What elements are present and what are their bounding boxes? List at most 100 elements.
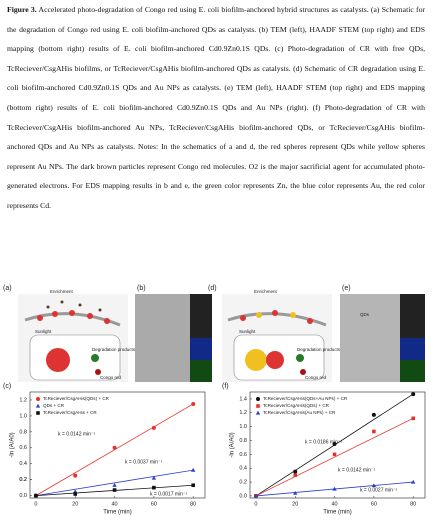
- x-tick-label: 20: [72, 501, 78, 507]
- eds-e1: [400, 338, 425, 360]
- y-tick-label: 1.2: [19, 397, 27, 403]
- au-spheres: [256, 312, 296, 318]
- y-tick-label: 0.6: [19, 445, 27, 451]
- plot-frame: [29, 391, 206, 499]
- panel-label: (d): [208, 285, 217, 292]
- fit-line: [255, 417, 414, 497]
- data-point: [411, 416, 416, 421]
- panel-text: QDs: [360, 312, 370, 317]
- data-point: [332, 441, 337, 446]
- caption-text: Accelerated photo-degradation of Congo r…: [7, 5, 425, 210]
- data-point: [332, 452, 337, 457]
- y-axis-label: -ln (A/A0): [10, 432, 16, 457]
- caption: Figure 3. Accelerated photo-degradation …: [7, 0, 425, 216]
- panel-text: Sunlight: [35, 329, 52, 334]
- data-point: [411, 392, 416, 397]
- y-tick-label: 0.8: [239, 438, 247, 444]
- x-tick-label: 20: [292, 501, 298, 507]
- x-tick-label: 40: [331, 501, 337, 507]
- data-point: [112, 483, 117, 487]
- panel-label: (c): [3, 383, 11, 390]
- x-tick-label: 40: [111, 501, 117, 507]
- y-tick-label: 0.2: [239, 480, 247, 486]
- caption-label: Figure 3.: [7, 5, 37, 14]
- data-point: [411, 479, 416, 484]
- panel-text: Congo red: [100, 375, 122, 380]
- stem-e: [400, 294, 425, 338]
- panel-text: Enrichment: [254, 289, 278, 294]
- data-point: [293, 469, 298, 474]
- annotation: k = 0.0017 min⁻¹: [150, 491, 188, 497]
- tem-e: [340, 294, 400, 382]
- zoom-box: [29, 334, 121, 381]
- legend-marker: [36, 411, 40, 415]
- legend-label: TcReciever/CsgAHis(QDs+Au NPs) + CR: [263, 396, 348, 401]
- legend-label: TcReciever/CsgAHis(QDs) + CR: [43, 396, 110, 401]
- legend-label: TcReciever/CsgAHis(QDs) + CR: [263, 403, 330, 408]
- annotation: k = 0.0186 min⁻¹: [305, 439, 343, 445]
- data-point: [253, 493, 259, 498]
- annotation: k = 0.0142 min⁻¹: [58, 431, 96, 437]
- cr-molecules: [46, 300, 102, 312]
- data-point: [73, 492, 78, 496]
- data-point: [151, 475, 157, 480]
- data-point: [332, 486, 337, 491]
- legend-marker: [256, 397, 260, 401]
- panel-label: (e): [342, 285, 351, 292]
- panel-text: Au: [404, 299, 410, 304]
- figure: (a) Enrichment Sunlight Degradation product…: [3, 285, 426, 516]
- annotation: k = 0.0027 min⁻¹: [360, 487, 398, 493]
- legend-marker: [35, 403, 41, 408]
- schematic-d: [222, 294, 332, 382]
- y-tick-label: 0.4: [19, 461, 27, 467]
- data-point: [34, 493, 38, 498]
- stem-b: [190, 294, 212, 338]
- y-tick-label: 0.0: [19, 493, 27, 499]
- qd-spheres: [37, 310, 110, 324]
- eds-b1: [190, 338, 212, 360]
- data-point: [191, 483, 196, 488]
- y-tick-label: 0.6: [239, 452, 247, 458]
- data-point: [371, 412, 376, 417]
- y-tick-label: 1.0: [19, 413, 27, 419]
- legend-label: QDs + CR: [43, 403, 65, 408]
- qd-zoom: [266, 351, 284, 369]
- panel-text: Congo red: [305, 375, 327, 380]
- x-tick-label: 60: [151, 501, 157, 507]
- legend-marker: [256, 404, 260, 408]
- eds-b2: [190, 360, 212, 382]
- data-point: [112, 445, 117, 450]
- x-axis-label: Time (min): [323, 510, 351, 516]
- panel-text: Degradation products: [92, 347, 136, 352]
- data-point: [73, 473, 78, 478]
- legend-label: TcReciever/CsgAHis + CR: [43, 410, 97, 415]
- eds-e2: [400, 360, 425, 382]
- legend-marker: [36, 397, 40, 401]
- data-point: [371, 483, 377, 488]
- plot-frame: [249, 391, 426, 499]
- legend-marker: [255, 410, 261, 415]
- data-point: [293, 473, 298, 477]
- qd-spheres: [240, 310, 313, 324]
- data-point: [372, 429, 376, 434]
- x-tick-label: 60: [371, 501, 377, 507]
- tem-b: [135, 294, 190, 382]
- y-tick-label: 1.4: [239, 396, 247, 402]
- data-point: [293, 490, 298, 495]
- data-point: [191, 467, 196, 472]
- product: [91, 354, 99, 362]
- data-point: [191, 401, 196, 406]
- panel-label: (a): [3, 285, 12, 292]
- y-tick-label: 0.0: [239, 493, 247, 499]
- y-tick-label: 0.2: [19, 477, 27, 483]
- panel-label: (f): [222, 383, 229, 390]
- data-point: [152, 485, 156, 490]
- annotation: k = 0.0037 min⁻¹: [125, 459, 163, 465]
- y-tick-label: 1.2: [239, 410, 247, 416]
- data-point: [112, 488, 117, 492]
- x-tick-label: 0: [254, 501, 257, 507]
- congo-red: [95, 369, 101, 375]
- x-tick-label: 80: [190, 501, 196, 507]
- fit-line: [35, 469, 194, 497]
